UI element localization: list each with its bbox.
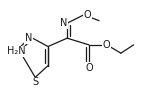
Text: N: N xyxy=(60,18,67,28)
Text: N: N xyxy=(25,33,33,43)
Text: S: S xyxy=(32,77,38,87)
Text: H₂N: H₂N xyxy=(7,46,26,56)
Text: O: O xyxy=(85,63,93,73)
Text: O: O xyxy=(103,40,111,50)
Text: O: O xyxy=(84,10,91,20)
